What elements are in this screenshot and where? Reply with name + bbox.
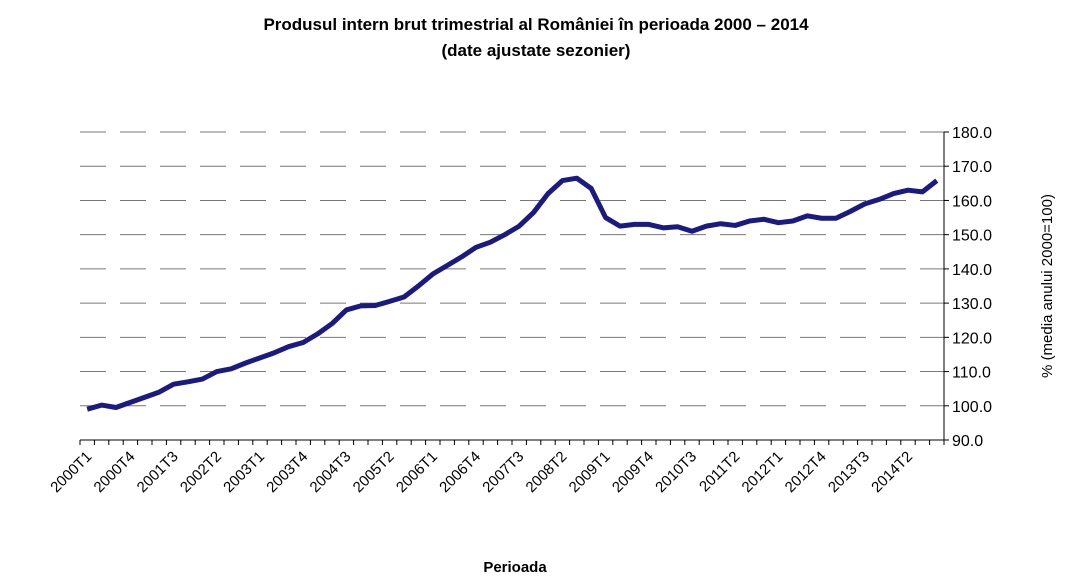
x-tick-label: 2007T3 (479, 448, 527, 496)
y-tick-label: 170.0 (952, 159, 992, 176)
x-tick-label: 2014T2 (868, 448, 916, 496)
x-tick-label: 2000T1 (47, 448, 95, 496)
x-tick-label: 2012T4 (782, 448, 830, 496)
x-tick-label: 2009T1 (566, 448, 614, 496)
y-tick-label: 100.0 (952, 399, 992, 416)
chart: Produsul intern brut trimestrial al Româ… (0, 0, 1073, 582)
x-tick-label: 2008T2 (523, 448, 571, 496)
x-tick-label: 2013T3 (825, 448, 873, 496)
x-tick-label: 2010T3 (652, 448, 700, 496)
x-tick-label: 2002T2 (177, 448, 225, 496)
y-tick-label: 110.0 (952, 365, 991, 382)
x-tick-label: 2011T2 (696, 448, 743, 495)
x-tick-label: 2004T3 (307, 448, 355, 496)
x-tick-label: 2003T1 (220, 448, 268, 496)
y-tick-label: 150.0 (952, 228, 992, 245)
y-axis-title: % (media anului 2000=100) (1039, 194, 1056, 378)
x-tick-label: 2005T2 (350, 448, 398, 496)
y-tick-label: 180.0 (952, 125, 992, 142)
data-line (87, 178, 937, 409)
y-tick-label: 120.0 (952, 330, 992, 347)
y-tick-label: 90.0 (952, 433, 983, 450)
y-tick-label: 130.0 (952, 296, 992, 313)
y-tick-label: 160.0 (952, 193, 992, 210)
x-tick-label: 2003T4 (263, 448, 311, 496)
chart-title: Produsul intern brut trimestrial al Româ… (263, 15, 809, 34)
y-tick-label: 140.0 (952, 262, 992, 279)
x-tick-label: 2009T4 (609, 448, 657, 496)
x-tick-label: 2006T4 (436, 448, 484, 496)
x-tick-label: 2006T1 (393, 448, 441, 496)
x-tick-label: 2012T1 (739, 448, 787, 496)
x-tick-label: 2001T3 (134, 448, 182, 496)
chart-subtitle: (date ajustate sezonier) (442, 41, 631, 60)
x-tick-label: 2000T4 (91, 448, 139, 496)
x-axis-title: Perioada (483, 559, 547, 576)
